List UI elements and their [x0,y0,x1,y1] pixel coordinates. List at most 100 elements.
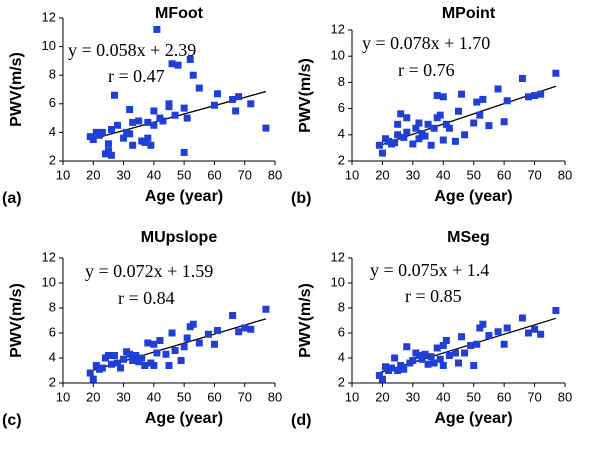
x-tick-label: 80 [558,389,572,404]
point [381,363,389,371]
point [247,325,255,333]
point [104,352,112,359]
point [461,349,469,357]
point [418,355,426,363]
point [165,362,173,369]
point [150,121,158,129]
x-tick-label: 70 [237,167,251,182]
correlation: r = 0.85 [405,286,462,306]
point [104,147,112,155]
x-tick-label: 20 [86,389,100,404]
chart-title: MSeg [447,229,490,246]
x-tick-label: 60 [497,167,511,182]
point [135,358,143,366]
point [210,101,218,109]
x-tick-label: 20 [86,167,100,182]
point [144,118,152,126]
point [110,91,118,99]
panel: 2 4 6 8 10 12 10 20 30 40 50 60 70 80 MUpslope Age (yea… [2,229,282,429]
point [89,375,97,383]
point [397,362,405,369]
point [174,61,182,69]
point [144,134,152,142]
point [120,355,128,363]
x-tick-label: 30 [116,167,130,182]
x-tick-label: 80 [268,167,282,182]
point [470,119,478,127]
equation: y = 0.078x + 1.70 [362,33,490,53]
point [421,132,429,140]
y-tick-label: 6 [338,324,345,339]
y-tick-label: 6 [338,100,345,115]
panel-label: (b) [291,190,311,207]
point [107,151,115,159]
x-tick-label: 50 [177,167,191,182]
point [445,352,453,359]
point [98,364,106,372]
y-tick-label: 10 [331,48,345,63]
point [147,141,155,149]
point [442,337,450,344]
y-tick-label: 4 [338,126,345,141]
x-tick-label: 70 [237,389,251,404]
point [138,354,146,362]
point [241,324,249,332]
correlation: r = 0.47 [108,66,165,86]
point [436,111,444,119]
point [552,69,560,77]
point [144,339,152,347]
y-tick-label: 4 [338,349,345,364]
y-tick-label: 10 [331,274,345,289]
point [135,117,143,125]
point [180,343,188,351]
point [442,120,450,128]
y-tick-label: 6 [49,95,56,110]
point [229,312,237,319]
chart-title: MFoot [155,5,204,22]
point [262,305,270,313]
point [378,375,386,383]
y-tick-label: 2 [49,152,56,167]
point [455,359,462,367]
y-tick-label: 12 [42,249,56,264]
point [162,350,170,358]
x-tick-label: 10 [56,389,70,404]
point [104,140,112,148]
point [117,364,125,372]
point [204,330,212,338]
x-tick-label: 40 [436,389,450,404]
x-axis-label: Age (year) [434,410,512,427]
y-tick-label: 2 [49,374,56,389]
x-tick-label: 40 [147,167,161,182]
point [195,84,203,92]
point [150,362,158,369]
point [445,124,453,132]
point [531,92,539,99]
y-axis-label: PWV(m/s) [8,283,25,358]
correlation: r = 0.76 [398,60,455,80]
point [403,343,411,351]
point [500,340,508,348]
point [126,130,134,138]
equation: y = 0.075x + 1.4 [370,260,489,280]
point [391,354,399,362]
point [156,337,164,344]
point [415,119,423,127]
point [433,344,441,352]
point [476,111,484,119]
point [262,124,270,132]
point [400,365,408,373]
point [375,141,383,149]
point [110,352,118,359]
point [189,320,197,328]
point [107,360,115,368]
point [394,367,402,374]
point [524,329,532,337]
point [247,100,255,108]
point [120,134,128,142]
x-tick-label: 10 [56,167,70,182]
y-tick-label: 12 [331,21,345,36]
correlation: r = 0.84 [118,288,175,308]
x-tick-label: 60 [207,167,221,182]
y-tick-label: 10 [42,38,56,53]
